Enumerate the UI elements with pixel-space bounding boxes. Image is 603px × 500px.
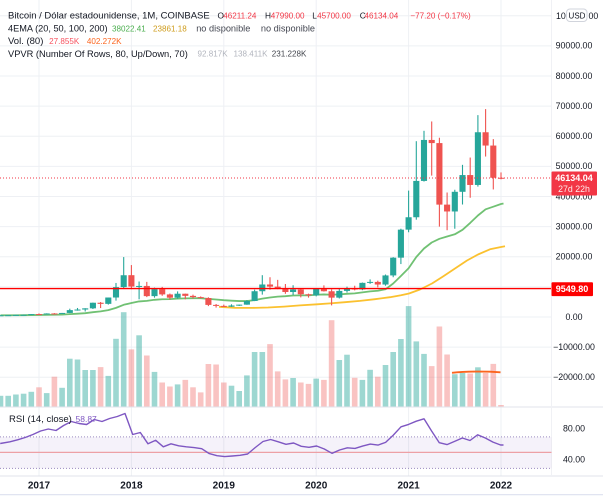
svg-text:H: H: [265, 10, 271, 20]
svg-text:2021: 2021: [397, 481, 420, 492]
svg-text:23861.18: 23861.18: [153, 24, 187, 33]
svg-text:no disponible: no disponible: [261, 24, 315, 34]
svg-text:40.00: 40.00: [563, 455, 585, 465]
svg-text:60000.00: 60000.00: [556, 131, 593, 141]
svg-text:O: O: [218, 10, 225, 20]
svg-text:−10000.00: −10000.00: [553, 342, 595, 352]
svg-text:L: L: [312, 10, 317, 20]
svg-text:0.00: 0.00: [565, 312, 582, 322]
svg-text:92.817K: 92.817K: [198, 50, 229, 59]
svg-text:−77.20 (−0.17%): −77.20 (−0.17%): [410, 11, 471, 20]
svg-text:80000.00: 80000.00: [556, 71, 593, 81]
svg-text:40000.00: 40000.00: [556, 191, 593, 201]
svg-text:47990.00: 47990.00: [271, 11, 305, 20]
svg-text:46134.04: 46134.04: [365, 11, 399, 20]
svg-text:38022.41: 38022.41: [112, 24, 146, 33]
svg-text:2019: 2019: [213, 481, 236, 492]
svg-text:45700.00: 45700.00: [317, 11, 351, 20]
svg-text:−20000.00: −20000.00: [553, 372, 595, 382]
svg-text:9549.80: 9549.80: [556, 284, 589, 294]
svg-text:20000.00: 20000.00: [556, 252, 593, 262]
svg-text:46134.04: 46134.04: [555, 173, 593, 183]
svg-text:50000.00: 50000.00: [556, 161, 593, 171]
svg-text:90000.00: 90000.00: [556, 41, 593, 51]
svg-text:27.855K: 27.855K: [49, 37, 80, 46]
svg-text:Vol. (80): Vol. (80): [8, 36, 43, 47]
svg-text:no disponible: no disponible: [196, 24, 250, 34]
svg-text:USD: USD: [569, 11, 586, 20]
svg-text:2022: 2022: [490, 481, 513, 492]
svg-text:30000.00: 30000.00: [556, 221, 593, 231]
svg-text:80.00: 80.00: [563, 424, 585, 434]
svg-text:RSI (14, close): RSI (14, close): [9, 414, 72, 425]
svg-text:C: C: [360, 10, 366, 20]
svg-text:27d 22h: 27d 22h: [558, 184, 590, 194]
svg-text:2020: 2020: [305, 481, 328, 492]
svg-text:138.411K: 138.411K: [234, 50, 269, 59]
svg-text:VPVR (Number Of Rows, 80, Up/D: VPVR (Number Of Rows, 80, Up/Down, 70): [8, 49, 188, 59]
svg-text:Bitcoin / Dólar estadounidense: Bitcoin / Dólar estadounidense, 1M, COIN…: [8, 11, 210, 22]
svg-text:46211.24: 46211.24: [223, 11, 257, 20]
svg-text:2017: 2017: [28, 481, 51, 492]
svg-text:70000.00: 70000.00: [556, 101, 593, 111]
svg-text:58.87: 58.87: [76, 414, 98, 424]
svg-text:00: 00: [589, 11, 599, 21]
svg-text:402.272K: 402.272K: [87, 37, 122, 46]
svg-text:4EMA (20, 50, 100, 200): 4EMA (20, 50, 100, 200): [8, 24, 108, 34]
svg-text:2018: 2018: [120, 481, 143, 492]
svg-text:10: 10: [556, 11, 566, 21]
svg-text:231.228K: 231.228K: [272, 50, 307, 59]
